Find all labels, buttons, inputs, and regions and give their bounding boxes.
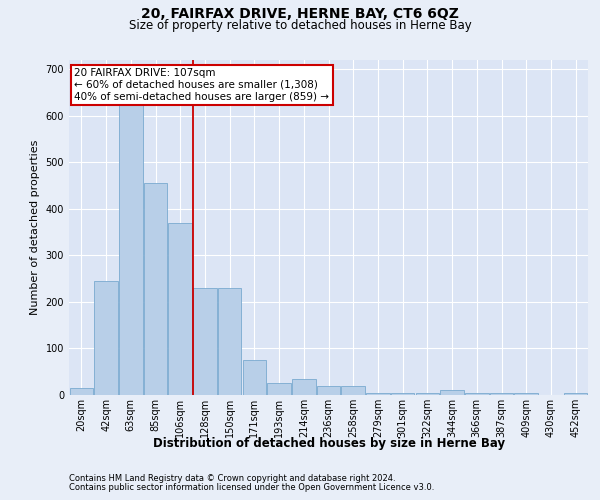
Bar [490, 392, 513, 395]
Text: Contains HM Land Registry data © Crown copyright and database right 2024.: Contains HM Land Registry data © Crown c… [69, 474, 395, 483]
Text: Distribution of detached houses by size in Herne Bay: Distribution of detached houses by size … [153, 438, 505, 450]
Text: 20, FAIRFAX DRIVE, HERNE BAY, CT6 6QZ: 20, FAIRFAX DRIVE, HERNE BAY, CT6 6QZ [141, 8, 459, 22]
Text: 20 FAIRFAX DRIVE: 107sqm
← 60% of detached houses are smaller (1,308)
40% of sem: 20 FAIRFAX DRIVE: 107sqm ← 60% of detach… [74, 68, 329, 102]
Bar [391, 392, 415, 395]
Bar [440, 390, 464, 395]
Bar [193, 288, 217, 395]
Bar [169, 223, 192, 395]
Bar [218, 288, 241, 395]
Text: Size of property relative to detached houses in Herne Bay: Size of property relative to detached ho… [128, 19, 472, 32]
Bar [341, 386, 365, 395]
Text: Contains public sector information licensed under the Open Government Licence v3: Contains public sector information licen… [69, 483, 434, 492]
Bar [292, 378, 316, 395]
Bar [317, 386, 340, 395]
Bar [564, 392, 587, 395]
Bar [119, 102, 143, 395]
Y-axis label: Number of detached properties: Number of detached properties [30, 140, 40, 315]
Bar [144, 184, 167, 395]
Bar [268, 384, 291, 395]
Bar [242, 360, 266, 395]
Bar [416, 392, 439, 395]
Bar [94, 281, 118, 395]
Bar [70, 388, 93, 395]
Bar [465, 392, 488, 395]
Bar [514, 392, 538, 395]
Bar [366, 392, 389, 395]
